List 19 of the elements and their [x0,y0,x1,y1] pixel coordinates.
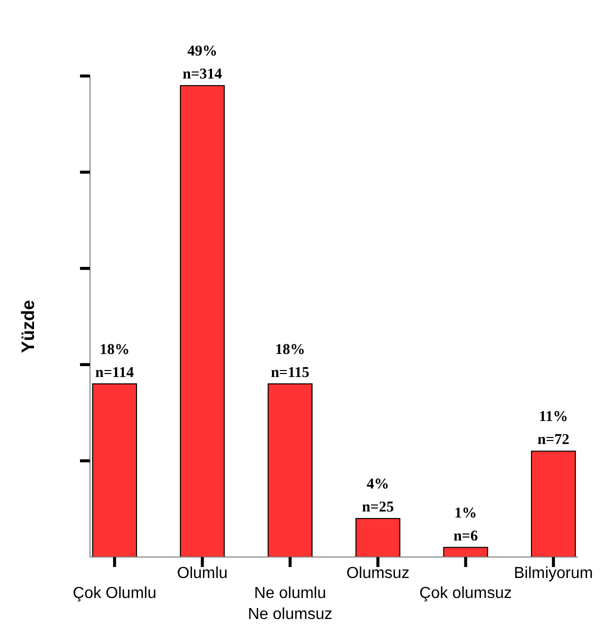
annotation: n=6 [453,528,478,544]
x-tick-label: Olumsuz [346,565,410,582]
annotation: n=72 [537,432,570,448]
data-label: 11% [538,409,568,426]
annotation: n=25 [362,500,394,516]
data-label: 1% [454,505,477,522]
data-label: 18% [100,342,130,358]
annotation: n=114 [95,364,134,381]
x-tick-label: Olumlu [177,565,228,582]
x-tick-label: Çok Olumlu [72,585,156,602]
data-label: 49% [187,44,218,60]
x-tick-label: Ne olumlu Ne olumsuz [248,585,332,623]
x-tick-label: Bilmiyorum [514,565,593,582]
annotation: n=314 [182,66,223,83]
data-label: 18% [275,342,306,358]
y-axis-title: Yüzde [18,300,38,354]
annotation: n=115 [270,364,310,381]
x-tick-label: Çok olumsuz [419,585,512,602]
data-label: 4% [366,476,390,493]
